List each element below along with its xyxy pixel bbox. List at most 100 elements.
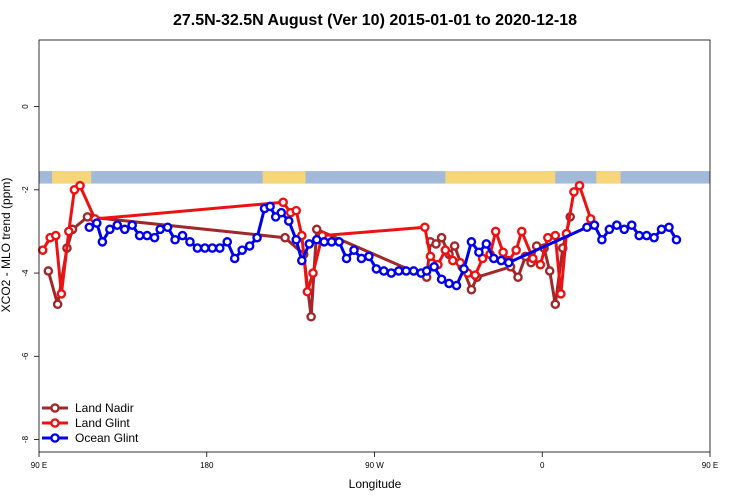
data-point xyxy=(364,251,374,262)
data-point xyxy=(550,299,561,310)
data-point xyxy=(308,268,318,278)
data-point xyxy=(470,270,480,280)
data-point xyxy=(421,266,432,276)
x-tick-label: 0 xyxy=(540,461,545,470)
x-tick-label: 90 E xyxy=(702,461,718,470)
data-point xyxy=(306,311,316,322)
data-point xyxy=(162,222,173,233)
data-point xyxy=(429,262,439,272)
data-point xyxy=(619,224,630,235)
series-2 xyxy=(84,201,682,291)
data-point xyxy=(511,245,521,255)
data-point xyxy=(490,226,501,237)
legend-label: Land Nadir xyxy=(75,401,134,415)
data-point xyxy=(543,232,553,243)
data-point xyxy=(276,207,287,218)
data-point xyxy=(641,230,652,241)
legend-swatch-point xyxy=(50,418,60,428)
data-point xyxy=(283,216,294,226)
land-band-segment xyxy=(262,171,306,184)
x-axis: 90 E 180 90 W 0 90 E xyxy=(31,452,718,470)
data-point xyxy=(498,247,508,258)
data-point xyxy=(105,224,115,235)
data-point xyxy=(185,237,195,247)
data-point xyxy=(50,230,61,241)
data-point xyxy=(436,274,447,285)
chart-title: 27.5N-32.5N August (Ver 10) 2015-01-01 t… xyxy=(173,12,577,29)
data-point xyxy=(252,232,262,243)
data-point xyxy=(569,187,579,197)
data-point xyxy=(597,234,607,245)
x-tick-label: 90 W xyxy=(365,461,384,470)
data-point xyxy=(155,224,165,235)
data-point xyxy=(97,237,108,247)
data-point xyxy=(466,284,477,295)
legend-item: Land Nadir xyxy=(42,401,134,415)
data-point xyxy=(436,232,447,243)
data-point xyxy=(451,280,462,291)
y-axis: 0 -2 -4 -6 -8 xyxy=(21,104,39,443)
data-point xyxy=(237,245,247,255)
data-point xyxy=(431,239,441,249)
data-point xyxy=(278,197,288,208)
data-point xyxy=(311,234,322,245)
data-point xyxy=(444,278,454,289)
y-axis-label: XCO2 - MLO trend (ppm) xyxy=(0,178,13,313)
legend-swatch-point xyxy=(50,433,60,443)
data-point xyxy=(170,234,180,245)
data-point xyxy=(82,212,93,222)
data-point xyxy=(466,237,477,247)
data-point xyxy=(513,272,523,283)
data-point xyxy=(134,230,145,241)
data-point xyxy=(626,220,637,230)
data-point xyxy=(75,180,85,191)
data-point xyxy=(371,264,382,274)
data-point xyxy=(408,266,419,276)
data-point xyxy=(311,224,322,235)
data-point xyxy=(582,222,592,233)
data-point xyxy=(229,253,240,264)
data-point xyxy=(304,239,315,249)
data-point xyxy=(447,255,458,266)
data-point xyxy=(280,232,290,243)
data-point xyxy=(297,255,307,266)
data-point xyxy=(319,237,329,247)
data-point xyxy=(516,226,527,237)
legend-item: Ocean Glint xyxy=(42,431,139,445)
land-band-segment xyxy=(52,171,92,184)
data-point xyxy=(192,243,203,253)
data-point xyxy=(91,218,102,228)
data-point xyxy=(425,251,436,262)
data-point xyxy=(291,234,302,245)
data-point xyxy=(356,253,367,264)
land-ocean-band xyxy=(39,171,710,184)
data-point xyxy=(544,266,555,276)
data-point xyxy=(56,289,67,299)
y-tick-label: -4 xyxy=(21,269,30,277)
data-point xyxy=(334,237,344,247)
x-axis-label: Longitude xyxy=(349,477,402,491)
legend-swatch-point xyxy=(50,403,60,413)
data-point xyxy=(556,289,566,299)
data-point xyxy=(528,253,538,264)
data-point xyxy=(574,180,585,191)
data-point xyxy=(222,237,233,247)
data-point xyxy=(649,232,659,243)
data-point xyxy=(550,230,561,241)
data-point xyxy=(302,286,313,297)
data-point xyxy=(664,222,674,233)
data-point xyxy=(265,201,275,212)
data-point xyxy=(142,230,152,241)
data-point xyxy=(496,255,507,266)
data-point xyxy=(656,224,667,235)
data-point xyxy=(244,241,255,251)
data-point xyxy=(37,245,48,255)
data-point xyxy=(393,266,404,276)
data-point xyxy=(43,266,54,276)
plot-frame xyxy=(38,39,711,453)
x-tick-label: 180 xyxy=(200,461,214,470)
data-point xyxy=(449,241,460,251)
data-point xyxy=(612,220,622,230)
y-tick-label: -2 xyxy=(21,186,30,194)
